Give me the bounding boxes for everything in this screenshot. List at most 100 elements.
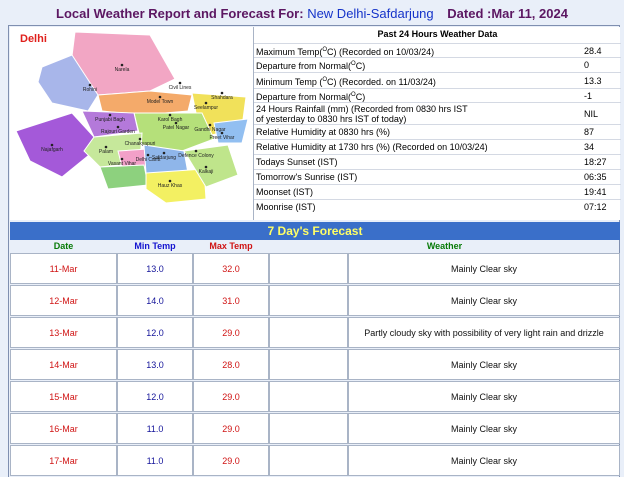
map-dot — [116, 125, 120, 129]
past-row: Todays Sunset (IST) 18:27 — [254, 154, 621, 169]
map-label: Civil Lines — [169, 85, 192, 91]
past-label: 24 Hours Rainfall (mm) (Recorded from 08… — [256, 103, 468, 124]
map-dot — [168, 113, 172, 117]
forecast-cell: 31.0 — [193, 285, 269, 316]
map-label: Delhi Cantt — [136, 157, 161, 163]
past-row: Relative Humidity at 1730 hrs (%) (Recor… — [254, 139, 621, 154]
header-title: Local Weather Report and Forecast For: — [56, 6, 304, 21]
past-label: Minimum Temp (OC) (Recorded. on 11/03/24… — [256, 73, 436, 88]
past-label: Departure from Normal(OC) — [256, 89, 365, 102]
forecast-cell: 32.0 — [193, 253, 269, 284]
past-title: Past 24 Hours Weather Data — [377, 29, 498, 39]
map-dot — [50, 143, 54, 147]
past-value: 28.4 — [584, 45, 602, 56]
past-row: Tomorrow's Sunrise (IST) 06:35 — [254, 169, 621, 184]
map-label: Gandhi Nagar — [194, 127, 225, 133]
map-label: Seelampur — [194, 105, 219, 111]
past-row: Minimum Temp (OC) (Recorded. on 11/03/24… — [254, 72, 621, 88]
past-value: 07:12 — [584, 202, 607, 212]
forecast-cell: Mainly Clear sky — [348, 285, 620, 316]
map-label: Defence Colony — [178, 153, 214, 159]
map-title: Delhi — [20, 33, 47, 45]
map-region — [81, 110, 139, 138]
past-label: Maximum Temp(OC) (Recorded on 10/03/24) — [256, 44, 434, 57]
past-row: Maximum Temp(OC) (Recorded on 10/03/24) 2… — [254, 43, 621, 57]
map-dot — [220, 131, 224, 135]
past-label: Moonrise (IST) — [256, 200, 316, 214]
past-row: Departure from Normal(OC) 0 — [254, 57, 621, 72]
page-header: Local Weather Report and Forecast For: N… — [0, 6, 624, 21]
map-label: Punjabi Bagh — [95, 117, 125, 123]
label-text: Maximum Temp( — [256, 46, 323, 57]
icon-cell — [269, 285, 348, 316]
past-label: Relative Humidity at 0830 hrs (%) — [256, 125, 390, 139]
forecast-cell: 11.0 — [117, 445, 193, 476]
map-label: Narela — [115, 67, 130, 73]
map-label: Palam — [99, 149, 113, 155]
date: Dated :Mar 11, 2024 — [447, 6, 568, 21]
map-dot — [204, 101, 208, 105]
forecast-cell: Mainly Clear sky — [348, 413, 620, 444]
map-dot — [108, 113, 112, 117]
forecast-cell: Mainly Clear sky — [348, 253, 620, 284]
forecast-cell: Partly cloudy sky with possibility of ve… — [348, 317, 620, 348]
forecast-cell: 29.0 — [193, 317, 269, 348]
past-24-table: Past 24 Hours Weather Data Maximum Temp(O… — [253, 27, 621, 220]
forecast-cell: 28.0 — [193, 349, 269, 380]
past-row: Moonset (IST) 19:41 — [254, 184, 621, 199]
forecast-cell: 16-Mar — [10, 413, 117, 444]
past-label: Todays Sunset (IST) — [256, 155, 338, 169]
map-label: Kalkaji — [199, 169, 214, 175]
column-header: Weather — [426, 241, 463, 251]
map-region — [99, 164, 149, 190]
map-label: Chanakyapuri — [125, 141, 156, 147]
map-label: Vasant Vihar — [108, 161, 137, 167]
label-line: Tomorrow's Sunrise (IST) — [256, 172, 358, 182]
map-label: Rohini — [83, 87, 97, 93]
forecast-cell: 29.0 — [193, 445, 269, 476]
map: Delhi Narela Rohini Model Town Civil Lines Sh… — [10, 27, 253, 220]
map-dot — [194, 149, 198, 153]
map-label: Patel Nagar — [163, 125, 190, 131]
past-label: Relative Humidity at 1730 hrs (%) (Recor… — [256, 140, 488, 154]
past-value: 34 — [584, 142, 595, 152]
map-region — [183, 144, 239, 188]
label-sup: O — [351, 91, 356, 98]
forecast-cell: 12.0 — [117, 381, 193, 412]
label-text: Minimum Temp ( — [256, 76, 323, 87]
label-line: Maximum Temp(OC) (Recorded on 10/03/24) — [256, 45, 434, 57]
forecast-cell: Mainly Clear sky — [348, 381, 620, 412]
map-dot — [146, 153, 150, 157]
forecast-cell: 29.0 — [193, 413, 269, 444]
icon-cell — [269, 349, 348, 380]
past-row: 24 Hours Rainfall (mm) (Recorded from 08… — [254, 102, 621, 124]
map-region — [213, 118, 249, 144]
map-label: Rajouri Garden — [101, 129, 135, 135]
map-label: Karol Bagh — [158, 117, 183, 123]
label-sup: O — [351, 61, 356, 67]
forecast-cell: 15-Mar — [10, 381, 117, 412]
map-dot — [174, 121, 178, 125]
map-label: Najafgarh — [41, 147, 63, 153]
label-line: 24 Hours Rainfall (mm) (Recorded from 08… — [256, 103, 468, 114]
map-dot — [162, 151, 166, 155]
forecast-cell: 13.0 — [117, 349, 193, 380]
column-header: Min Temp — [134, 241, 176, 251]
past-value: 06:35 — [584, 172, 607, 182]
map-dot — [204, 165, 208, 169]
past-value: 87 — [584, 127, 595, 137]
label-text: C) (Recorded. on 11/03/24) — [327, 76, 436, 87]
label-line: Moonset (IST) — [256, 187, 314, 197]
map-dot — [138, 137, 142, 141]
forecast-cell: 14-Mar — [10, 349, 117, 380]
past-row: Departure from Normal(OC) -1 — [254, 88, 621, 102]
map-dot — [220, 91, 224, 95]
forecast-cell: 11-Mar — [10, 253, 117, 284]
map-dot — [208, 123, 212, 127]
label-sup: O — [322, 46, 328, 53]
past-value: 13.3 — [584, 75, 602, 86]
past-value: NIL — [584, 108, 599, 119]
column-header: Max Temp — [209, 241, 253, 251]
map-dot — [178, 81, 182, 85]
